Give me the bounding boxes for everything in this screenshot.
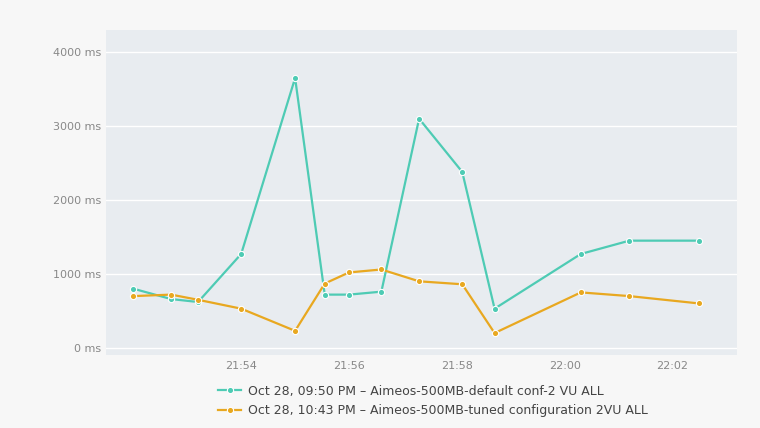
Oct 28, 09:50 PM – Aimeos-500MB-default conf-2 VU ALL [695, 238, 704, 243]
Oct 28, 10:43 PM – Aimeos-500MB-tuned configuration 2VU ALL [290, 328, 299, 333]
Oct 28, 10:43 PM – Aimeos-500MB-tuned configuration 2VU ALL [236, 306, 245, 311]
Oct 28, 09:50 PM – Aimeos-500MB-default conf-2 VU ALL [236, 251, 245, 256]
Oct 28, 10:43 PM – Aimeos-500MB-tuned configuration 2VU ALL [166, 292, 176, 297]
Oct 28, 09:50 PM – Aimeos-500MB-default conf-2 VU ALL [490, 306, 499, 311]
Oct 28, 10:43 PM – Aimeos-500MB-tuned configuration 2VU ALL [377, 267, 386, 272]
Oct 28, 09:50 PM – Aimeos-500MB-default conf-2 VU ALL [166, 297, 176, 302]
Oct 28, 09:50 PM – Aimeos-500MB-default conf-2 VU ALL [128, 286, 138, 291]
Oct 28, 09:50 PM – Aimeos-500MB-default conf-2 VU ALL [625, 238, 634, 243]
Oct 28, 10:43 PM – Aimeos-500MB-tuned configuration 2VU ALL [344, 270, 353, 275]
Oct 28, 10:43 PM – Aimeos-500MB-tuned configuration 2VU ALL [458, 282, 467, 287]
Oct 28, 10:43 PM – Aimeos-500MB-tuned configuration 2VU ALL [490, 330, 499, 336]
Oct 28, 10:43 PM – Aimeos-500MB-tuned configuration 2VU ALL [695, 301, 704, 306]
Oct 28, 09:50 PM – Aimeos-500MB-default conf-2 VU ALL [344, 292, 353, 297]
Oct 28, 09:50 PM – Aimeos-500MB-default conf-2 VU ALL [194, 300, 203, 305]
Oct 28, 09:50 PM – Aimeos-500MB-default conf-2 VU ALL [320, 292, 329, 297]
Line: Oct 28, 09:50 PM – Aimeos-500MB-default conf-2 VU ALL: Oct 28, 09:50 PM – Aimeos-500MB-default … [130, 75, 702, 312]
Legend: Oct 28, 09:50 PM – Aimeos-500MB-default conf-2 VU ALL, Oct 28, 10:43 PM – Aimeos: Oct 28, 09:50 PM – Aimeos-500MB-default … [218, 385, 648, 417]
Oct 28, 10:43 PM – Aimeos-500MB-tuned configuration 2VU ALL [128, 294, 138, 299]
Oct 28, 09:50 PM – Aimeos-500MB-default conf-2 VU ALL [576, 251, 585, 256]
Oct 28, 10:43 PM – Aimeos-500MB-tuned configuration 2VU ALL [320, 281, 329, 286]
Oct 28, 09:50 PM – Aimeos-500MB-default conf-2 VU ALL [458, 169, 467, 175]
Oct 28, 09:50 PM – Aimeos-500MB-default conf-2 VU ALL [377, 289, 386, 294]
Oct 28, 10:43 PM – Aimeos-500MB-tuned configuration 2VU ALL [576, 290, 585, 295]
Line: Oct 28, 10:43 PM – Aimeos-500MB-tuned configuration 2VU ALL: Oct 28, 10:43 PM – Aimeos-500MB-tuned co… [130, 266, 702, 336]
Oct 28, 09:50 PM – Aimeos-500MB-default conf-2 VU ALL [290, 75, 299, 80]
Oct 28, 10:43 PM – Aimeos-500MB-tuned configuration 2VU ALL [414, 279, 423, 284]
Oct 28, 09:50 PM – Aimeos-500MB-default conf-2 VU ALL [414, 116, 423, 121]
Oct 28, 10:43 PM – Aimeos-500MB-tuned configuration 2VU ALL [625, 294, 634, 299]
Oct 28, 10:43 PM – Aimeos-500MB-tuned configuration 2VU ALL [194, 297, 203, 302]
